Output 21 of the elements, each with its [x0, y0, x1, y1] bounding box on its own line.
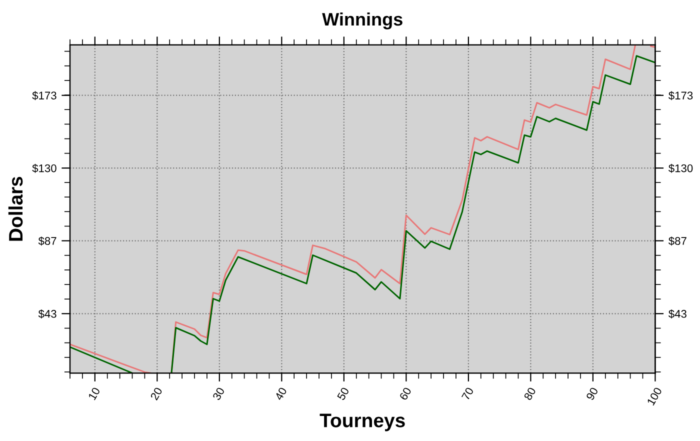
x-tick-label: 90 [586, 386, 598, 401]
y2-tick-label: $87 [668, 236, 686, 246]
chart-title: Winnings [322, 12, 402, 30]
y-tick-label: $87 [38, 236, 56, 246]
x-tick-label: 30 [212, 386, 225, 401]
y-tick-label: $173 [32, 91, 56, 100]
y-tick-label: $130 [32, 164, 56, 173]
x-tick-label: 80 [524, 386, 536, 401]
x-tick-label: 20 [150, 386, 163, 401]
y2-tick-label: $173 [668, 91, 693, 100]
x-tick-label: 70 [461, 386, 474, 401]
x-tick-label: 50 [336, 386, 350, 401]
y-tick-label: $43 [38, 309, 56, 318]
x-tick-label: 10 [88, 386, 100, 400]
y2-tick-label: $130 [668, 164, 693, 173]
x-tick-label: 40 [274, 386, 288, 401]
y2-tick-label: $43 [668, 309, 686, 318]
x-tick-label: 100 [646, 386, 662, 406]
x-axis-title: Tourneys [320, 414, 405, 432]
x-tick-label: 60 [399, 386, 412, 401]
y-axis-title: Dollars [8, 176, 23, 241]
